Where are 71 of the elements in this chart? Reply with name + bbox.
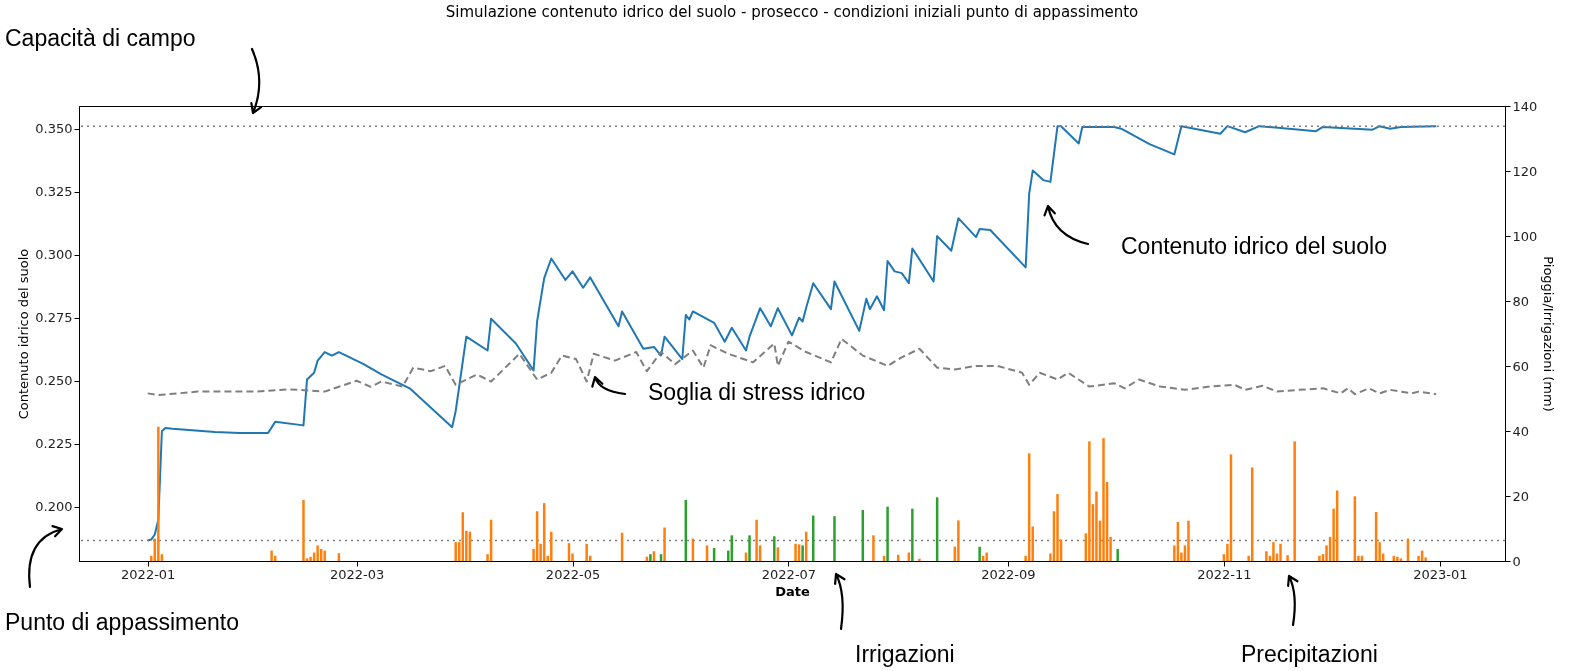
bar	[773, 536, 776, 561]
bar	[316, 545, 319, 561]
x-tick-label: 2022-11	[1197, 566, 1252, 582]
bar	[978, 546, 981, 561]
x-tick-label: 2022-01	[121, 566, 176, 582]
bar	[157, 426, 160, 561]
bar	[794, 543, 797, 561]
y-tick-label: 0.250	[35, 373, 73, 389]
bar	[886, 506, 889, 561]
bar	[801, 545, 804, 561]
line-series	[146, 125, 1438, 542]
y-tick-label: 0.275	[35, 310, 73, 326]
bar	[1286, 555, 1289, 561]
bar	[1116, 548, 1119, 561]
bar	[985, 552, 988, 561]
bar	[1396, 556, 1399, 561]
bar	[585, 543, 588, 561]
y2-axis-title: Pioggia/Irrigazioni (mm)	[1541, 256, 1557, 412]
y2-tick-label: 100	[1512, 228, 1538, 244]
x-tick-label: 2022-09	[981, 566, 1036, 582]
text: Irrigazioni	[855, 641, 955, 667]
bar	[309, 556, 312, 561]
y2-tick-label: 20	[1512, 488, 1530, 504]
bar	[957, 520, 960, 561]
bar	[1293, 441, 1296, 561]
bar	[1056, 494, 1059, 561]
bar	[1187, 520, 1190, 561]
y2-tick-label: 120	[1512, 163, 1538, 179]
annotation: Soglia di stress idrico	[648, 379, 866, 405]
y2-tick-label: 60	[1512, 358, 1530, 374]
x-tick-label: 2023-01	[1413, 566, 1468, 582]
bar	[755, 519, 758, 561]
y2-tick-label: 40	[1512, 423, 1530, 439]
bar	[1279, 543, 1282, 561]
bar	[918, 558, 921, 561]
x-tick-label: 2022-07	[761, 566, 817, 582]
bar	[270, 550, 273, 561]
bar	[302, 499, 305, 561]
y2-tick-label: 0	[1512, 553, 1521, 569]
bar	[1272, 542, 1275, 561]
bar	[872, 535, 875, 561]
x-axis-title: Date	[775, 583, 810, 599]
bar	[323, 550, 326, 561]
y-tick-label: 0.225	[35, 436, 73, 452]
bar	[649, 554, 652, 561]
y2-tick-label: 140	[1512, 98, 1538, 114]
bar	[748, 535, 751, 561]
bar	[663, 527, 666, 561]
y2-tick-label: 80	[1512, 293, 1530, 309]
bar	[1265, 551, 1268, 561]
y-tick-label: 0.300	[35, 247, 73, 263]
bar	[1102, 438, 1105, 561]
y-tick-label: 0.325	[35, 184, 73, 200]
bar	[1088, 441, 1091, 561]
bar	[1095, 491, 1098, 561]
y-tick-label: 0.200	[35, 499, 73, 515]
text: Capacità di campo	[5, 25, 196, 51]
bar	[550, 531, 553, 561]
x-tick-label: 2022-05	[545, 566, 601, 582]
chart-title: Simulazione contenuto idrico del suolo - prosecco - condizioni iniziali punto di appassimento	[445, 3, 1139, 21]
text: Punto di appassimento	[5, 609, 239, 635]
text: Precipitazioni	[1241, 641, 1378, 667]
bar	[833, 516, 836, 561]
y-tick-label: 0.350	[35, 121, 73, 137]
bar	[911, 508, 914, 561]
x-tick-label: 2022-03	[329, 566, 385, 582]
bar	[454, 542, 457, 561]
bar	[1318, 555, 1321, 561]
annotation: Contenuto idrico del suolo	[1121, 233, 1387, 259]
y-axis-title: Contenuto idrico del suolo	[16, 248, 32, 420]
bar	[1417, 555, 1420, 561]
